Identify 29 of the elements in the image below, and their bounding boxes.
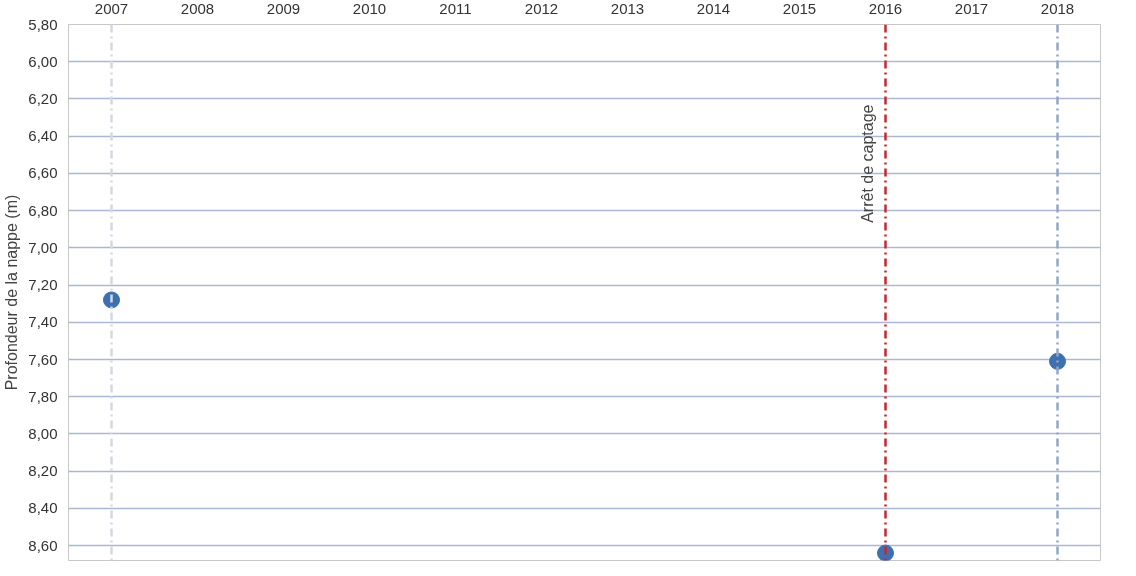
x-tick-label: 2017 (954, 0, 989, 17)
y-tick-label: 6,80 (28, 201, 58, 219)
y-tick-label: 6,20 (28, 89, 58, 107)
y-tick-label: 8,40 (28, 499, 58, 517)
x-tick-label: 2013 (610, 0, 645, 17)
x-tick-label: 2018 (1040, 0, 1075, 17)
y-tick-label: 8,20 (28, 462, 58, 480)
x-tick-label: 2008 (180, 0, 215, 17)
y-tick-label: 7,60 (28, 350, 58, 368)
y-tick-label: 7,80 (28, 387, 58, 405)
x-tick-label: 2011 (439, 0, 472, 17)
ref-line-label: Arrêt de captage (858, 104, 876, 223)
x-tick-label: 2010 (352, 0, 387, 17)
y-tick-label: 6,00 (28, 52, 58, 70)
y-tick-label: 6,60 (28, 164, 58, 182)
y-tick-label: 7,00 (28, 238, 58, 256)
x-tick-label: 2014 (696, 0, 731, 17)
y-tick-label: 5,80 (28, 15, 58, 33)
y-axis-title: Profondeur de la nappe (m) (3, 194, 21, 391)
x-tick-label: 2016 (868, 0, 903, 17)
x-tick-label: 2009 (266, 0, 301, 17)
y-tick-label: 7,20 (28, 276, 58, 294)
x-tick-label: 2007 (94, 0, 129, 17)
y-tick-label: 7,40 (28, 313, 58, 331)
y-tick-label: 8,00 (28, 424, 58, 442)
x-tick-label: 2012 (524, 0, 559, 17)
y-tick-label: 8,60 (28, 536, 58, 554)
y-tick-label: 6,40 (28, 127, 58, 145)
x-tick-label: 2015 (782, 0, 817, 17)
